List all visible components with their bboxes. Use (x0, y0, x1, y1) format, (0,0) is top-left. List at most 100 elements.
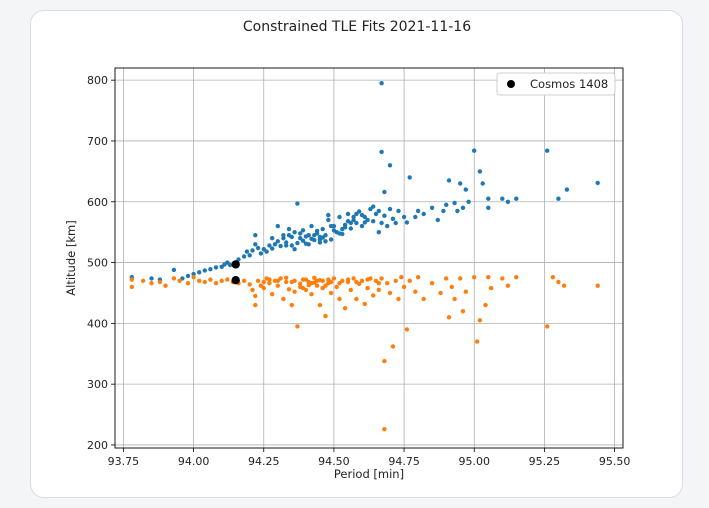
x-tick-label: 94.75 (388, 455, 420, 468)
series-1-point (278, 243, 283, 249)
series-2-point (376, 287, 381, 293)
series-1-point (289, 243, 294, 248)
series-1-point (359, 223, 365, 229)
y-tick-labels: 200 300 400 500 600 700 800 (87, 74, 108, 452)
series-2-point (314, 283, 320, 288)
series-1-point (387, 163, 393, 168)
series-1-point (359, 212, 365, 218)
series-1-point (348, 226, 353, 231)
series-1-point (351, 214, 356, 220)
series-1-point (545, 148, 550, 153)
series-1-point (306, 242, 311, 247)
series-1-point (300, 228, 306, 233)
series-1-point (295, 201, 300, 206)
series-1-point (379, 81, 384, 86)
series-2-point (298, 281, 303, 286)
plot-frame (114, 67, 624, 449)
series-1-point (371, 219, 376, 224)
series-2-point (472, 275, 477, 280)
series-1-point (191, 271, 196, 277)
legend-marker (507, 80, 515, 88)
series-2-point (595, 283, 600, 288)
series-1-point (284, 243, 289, 248)
series-2-point (129, 277, 134, 282)
series-2-point (185, 281, 191, 286)
series-2-point (351, 276, 356, 281)
series-1-point (486, 196, 491, 201)
series-2-point (300, 285, 306, 291)
x-tick-labels: 93.75 94.00 94.25 94.50 94.75 95.00 95.25 95.50 (108, 455, 631, 468)
series-2-point (289, 302, 294, 308)
series-1-point (292, 247, 297, 252)
series-2-point (382, 427, 387, 432)
series-1-point (298, 231, 303, 236)
series-1-point (415, 208, 421, 214)
chart-title: Constrained TLE Fits 2021-11-16 (243, 19, 471, 35)
series-2-point (129, 284, 134, 290)
series-2-point (390, 344, 396, 349)
series-2-point (258, 283, 264, 288)
series-1-point (514, 196, 519, 201)
series-2-point (261, 279, 266, 285)
series-1-point (595, 180, 600, 186)
series-1-point (382, 189, 387, 195)
series-1-point (345, 211, 351, 217)
series-1-point (227, 262, 233, 268)
y-tick-label: 300 (87, 378, 108, 391)
series-2-point (387, 290, 393, 296)
series-1-point (270, 236, 275, 241)
series-2-point (483, 302, 488, 308)
series-1-point (289, 234, 294, 240)
y-tick-label: 500 (87, 257, 108, 270)
series-2-point (545, 324, 550, 329)
series-2-point (328, 279, 334, 285)
y-tick-label: 400 (87, 317, 108, 330)
series-1-point (401, 214, 407, 220)
series-1-point (253, 233, 258, 238)
series-1-point (368, 206, 373, 212)
series-2-point (348, 287, 353, 293)
series-2-point (354, 296, 359, 302)
series-2-point (191, 275, 196, 280)
series-2-point (337, 281, 342, 286)
series-2-point (247, 282, 252, 287)
series-2-point (275, 278, 280, 283)
series-2-point (413, 289, 418, 294)
series-2-point (241, 278, 247, 283)
series-2-point (219, 278, 224, 283)
series-2-point (404, 327, 410, 332)
series-1-point (407, 175, 412, 180)
series-2-point (379, 276, 384, 281)
series-2-point (354, 279, 359, 285)
series-1-point (275, 223, 280, 229)
series-1-point (345, 219, 351, 224)
series-2-point (284, 279, 289, 285)
series-1-point (463, 187, 468, 192)
series-2-point (171, 276, 177, 281)
series-2-point (488, 285, 494, 291)
series-1-point (376, 230, 381, 235)
series-2-point (382, 358, 387, 364)
series-1-point (446, 178, 452, 183)
series-1-point (255, 245, 261, 251)
series-2-point (270, 292, 275, 297)
series-2-point (438, 290, 443, 296)
series-2-point (452, 296, 457, 302)
series-1-point (486, 205, 491, 210)
series-1-point (337, 214, 342, 220)
series-2-point (421, 296, 426, 302)
series-1-point (444, 202, 449, 207)
series-1-point (390, 216, 396, 221)
series-2-point (317, 302, 323, 308)
grid (111, 68, 623, 452)
series-1-point (458, 181, 463, 186)
series-2-point (342, 306, 348, 311)
series-2-point (550, 275, 555, 280)
series-1-point (309, 236, 314, 241)
series-2-point (284, 275, 289, 280)
series-2-point (376, 281, 381, 286)
series-1-point (149, 276, 154, 281)
series-2-point (365, 277, 370, 282)
series-2-point (255, 278, 261, 283)
